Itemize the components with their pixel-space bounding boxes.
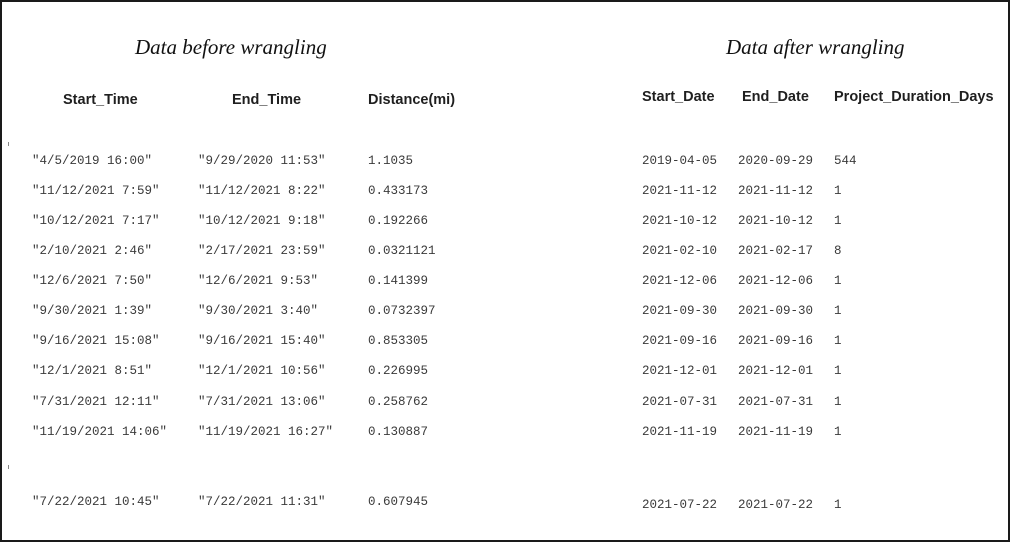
after-start-date-cell: 2019-04-05 bbox=[642, 154, 718, 168]
after-duration-cell: 1 bbox=[834, 498, 842, 512]
after-end-date-cell: 2021-12-06 bbox=[738, 274, 814, 288]
before-end-time-cell: "11/12/2021 8:22" bbox=[198, 184, 326, 198]
after-end-date-cell: 2021-11-19 bbox=[738, 425, 814, 439]
before-distance-cell: 0.607945 bbox=[368, 495, 429, 509]
after-duration-cell: 8 bbox=[834, 244, 842, 258]
after-start-date-cell: 2021-10-12 bbox=[642, 214, 718, 228]
after-duration-cell: 1 bbox=[834, 304, 842, 318]
before-start-time-cell: "10/12/2021 7:17" bbox=[32, 214, 160, 228]
before-end-time-cell: "7/31/2021 13:06" bbox=[198, 395, 326, 409]
after-end-date-cell: 2021-02-17 bbox=[738, 244, 814, 258]
before-distance-cell: 0.192266 bbox=[368, 214, 429, 228]
before-header-end-time: End_Time bbox=[232, 92, 302, 108]
before-start-time-cell: "11/19/2021 14:06" bbox=[32, 425, 168, 439]
before-distance-cell: 0.226995 bbox=[368, 364, 429, 378]
before-start-time-cell: "9/16/2021 15:08" bbox=[32, 334, 160, 348]
before-distance-cell: 0.130887 bbox=[368, 425, 429, 439]
after-start-date-cell: 2021-12-06 bbox=[642, 274, 718, 288]
scan-tick-mark bbox=[8, 465, 9, 469]
before-end-time-cell: "9/29/2020 11:53" bbox=[198, 154, 326, 168]
after-header-end-date: End_Date bbox=[742, 89, 809, 105]
after-duration-cell: 1 bbox=[834, 425, 842, 439]
after-duration-cell: 544 bbox=[834, 154, 857, 168]
after-end-date-cell: 2021-07-22 bbox=[738, 498, 814, 512]
before-header-distance: Distance(mi) bbox=[368, 92, 456, 108]
before-start-time-cell: "7/31/2021 12:11" bbox=[32, 395, 160, 409]
before-end-time-cell: "10/12/2021 9:18" bbox=[198, 214, 326, 228]
after-end-date-cell: 2021-09-30 bbox=[738, 304, 814, 318]
after-end-date-cell: 2021-09-16 bbox=[738, 334, 814, 348]
before-distance-cell: 0.433173 bbox=[368, 184, 429, 198]
before-start-time-cell: "11/12/2021 7:59" bbox=[32, 184, 160, 198]
after-header-start-date: Start_Date bbox=[642, 89, 715, 105]
after-start-date-cell: 2021-07-31 bbox=[642, 395, 718, 409]
before-distance-cell: 0.853305 bbox=[368, 334, 429, 348]
before-caption: Data before wrangling bbox=[135, 35, 327, 59]
after-end-date-cell: 2021-07-31 bbox=[738, 395, 814, 409]
before-end-time-cell: "12/6/2021 9:53" bbox=[198, 274, 319, 288]
after-end-date-cell: 2021-12-01 bbox=[738, 364, 814, 378]
before-start-time-cell: "12/6/2021 7:50" bbox=[32, 274, 153, 288]
after-start-date-cell: 2021-09-16 bbox=[642, 334, 718, 348]
after-header-duration-days: Project_Duration_Days bbox=[834, 89, 994, 105]
before-end-time-cell: "12/1/2021 10:56" bbox=[198, 364, 326, 378]
after-start-date-cell: 2021-09-30 bbox=[642, 304, 718, 318]
before-start-time-cell: "2/10/2021 2:46" bbox=[32, 244, 153, 258]
after-start-date-cell: 2021-02-10 bbox=[642, 244, 718, 258]
before-end-time-cell: "9/16/2021 15:40" bbox=[198, 334, 326, 348]
before-header-start-time: Start_Time bbox=[63, 92, 138, 108]
after-duration-cell: 1 bbox=[834, 214, 842, 228]
after-caption: Data after wrangling bbox=[726, 35, 905, 59]
after-end-date-cell: 2021-10-12 bbox=[738, 214, 814, 228]
before-distance-cell: 1.1035 bbox=[368, 154, 414, 168]
after-end-date-cell: 2020-09-29 bbox=[738, 154, 814, 168]
before-end-time-cell: "11/19/2021 16:27" bbox=[198, 425, 334, 439]
after-duration-cell: 1 bbox=[834, 334, 842, 348]
after-duration-cell: 1 bbox=[834, 274, 842, 288]
before-start-time-cell: "12/1/2021 8:51" bbox=[32, 364, 153, 378]
after-start-date-cell: 2021-11-19 bbox=[642, 425, 718, 439]
before-distance-cell: 0.141399 bbox=[368, 274, 429, 288]
before-end-time-cell: "7/22/2021 11:31" bbox=[198, 495, 326, 509]
before-distance-cell: 0.0321121 bbox=[368, 244, 436, 258]
before-distance-cell: 0.258762 bbox=[368, 395, 429, 409]
before-start-time-cell: "4/5/2019 16:00" bbox=[32, 154, 153, 168]
before-end-time-cell: "2/17/2021 23:59" bbox=[198, 244, 326, 258]
after-start-date-cell: 2021-07-22 bbox=[642, 498, 718, 512]
after-duration-cell: 1 bbox=[834, 395, 842, 409]
before-start-time-cell: "9/30/2021 1:39" bbox=[32, 304, 153, 318]
after-start-date-cell: 2021-12-01 bbox=[642, 364, 718, 378]
after-end-date-cell: 2021-11-12 bbox=[738, 184, 814, 198]
before-end-time-cell: "9/30/2021 3:40" bbox=[198, 304, 319, 318]
before-start-time-cell: "7/22/2021 10:45" bbox=[32, 495, 160, 509]
scan-tick-mark bbox=[8, 142, 9, 146]
before-distance-cell: 0.0732397 bbox=[368, 304, 436, 318]
after-start-date-cell: 2021-11-12 bbox=[642, 184, 718, 198]
after-duration-cell: 1 bbox=[834, 184, 842, 198]
after-duration-cell: 1 bbox=[834, 364, 842, 378]
